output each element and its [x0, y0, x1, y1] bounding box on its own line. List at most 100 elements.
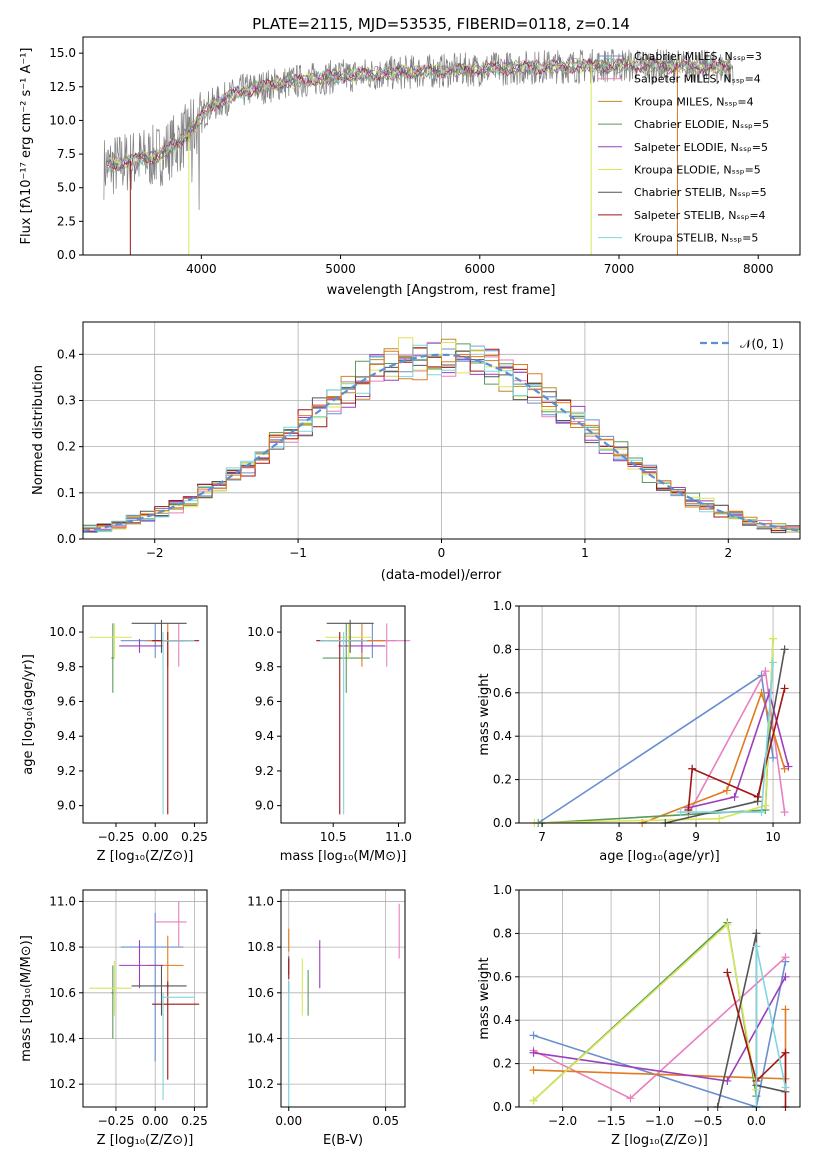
spectrum-ticks: 4000 5000 6000 7000 8000 0.0 2.5 5.0 7.5 10.0 12.5… [49, 46, 773, 276]
age-vs-mass-panel: 10.5 11.0 9.0 9.2 9.4 9.6 9.8 10.0 mass [log₁₀(M… [247, 605, 412, 864]
mass-weight-point [780, 808, 789, 817]
residuals-xlabel: (data-model)/error [381, 568, 502, 583]
massweight-vs-Z-ytick-label: 0.6 [493, 970, 512, 984]
spectrum-xtick-label: 8000 [743, 262, 774, 276]
mass-weight-point [722, 786, 731, 795]
residuals-ylabel: Normed distribution [31, 365, 46, 495]
age-vs-Z-ytick-label: 9.2 [57, 764, 76, 778]
mass-weight-point [753, 792, 762, 801]
massweight-vs-Z-xlabel: Z [log₁₀(Z/Z⊙)] [611, 1133, 708, 1148]
model-spectrum-line [106, 57, 731, 170]
mass-vs-Z-ytick-label: 10.2 [49, 1077, 76, 1091]
spectrum-ytick-label: 0.0 [57, 248, 76, 262]
mass-weight-line [534, 638, 774, 824]
spectrum-ytick-label: 7.5 [57, 147, 76, 161]
massweight-vs-age-panel: 7 8 9 10 0.0 0.2 0.4 0.6 0.8 1.0 age [log₁₀(age/yr… [477, 599, 801, 864]
residuals-legend: 𝒩(0, 1) [700, 337, 784, 351]
mass-weight-point [715, 814, 724, 823]
model-spectrum-line [106, 57, 731, 170]
spectrum-xtick-label: 6000 [465, 262, 496, 276]
massweight-vs-age-xtick-label: 10 [765, 830, 780, 844]
spectrum-ytick-label: 10.0 [49, 113, 76, 127]
age-vs-Z-ytick-label: 9.4 [57, 729, 76, 743]
massweight-vs-age-xlabel: age [log₁₀(age/yr)] [599, 849, 720, 864]
legend-label: Chabrier MILES, Nₛₛₚ=3 [634, 50, 762, 63]
age-vs-Z-xtick-label: 0.25 [181, 830, 208, 844]
spectrum-xtick-label: 7000 [604, 262, 635, 276]
mass-weight-point [529, 1031, 538, 1040]
residuals-ytick-label: 0.1 [57, 486, 76, 500]
age-vs-Z-xtick-label: 0.00 [142, 830, 169, 844]
residuals-xtick-label: −2 [146, 546, 164, 560]
massweight-vs-Z-xtick-label: −0.5 [693, 1114, 722, 1128]
massweight-vs-Z-ytick-label: 0.2 [493, 1057, 512, 1071]
mass-vs-EBV-ytick-label: 10.8 [247, 940, 274, 954]
residual-histogram-step [83, 344, 800, 533]
massweight-vs-age-ytick-label: 0.8 [493, 642, 512, 656]
massweight-vs-Z-panel: −2.0 −1.5 −1.0 −0.5 0.0 0.0 0.2 0.4 0.6 0.8 1.0 Z [… [477, 883, 801, 1148]
mass-weight-point [780, 764, 789, 773]
age-vs-Z-ytick-label: 9.6 [57, 694, 76, 708]
mass-weight-point [784, 762, 793, 771]
observed-spectrum-line [103, 48, 734, 210]
legend-label: Salpeter ELODIE, Nₛₛₚ=5 [634, 141, 768, 154]
spectrum-axes-frame [82, 36, 801, 256]
mass-vs-EBV-ytick-label: 11.0 [247, 894, 274, 908]
mass-vs-Z-ytick-label: 10.8 [49, 940, 76, 954]
mass-weight-point [781, 1048, 790, 1057]
mass-weight-line [537, 674, 774, 824]
massweight-vs-age-xtick-label: 9 [692, 830, 700, 844]
mass-weight-point [761, 667, 770, 676]
mass-vs-EBV-xtick-label: 0.05 [372, 1114, 399, 1128]
residuals-xtick-label: 0 [438, 546, 446, 560]
mass-vs-EBV-xlabel: E(B-V) [323, 1133, 363, 1148]
massweight-vs-Z-ytick-label: 0.4 [493, 1013, 512, 1027]
mass-vs-EBV-ytick-label: 10.2 [247, 1077, 274, 1091]
massweight-vs-age-ytick-label: 0.6 [493, 686, 512, 700]
mass-weight-point [529, 1066, 538, 1075]
legend-label: Kroupa STELIB, Nₛₛₚ=5 [634, 232, 758, 245]
age-vs-Z-ytick-label: 10.0 [49, 625, 76, 639]
mass-vs-Z-ytick-label: 11.0 [49, 894, 76, 908]
mass-vs-Z-panel: −0.25 0.00 0.25 10.2 10.4 10.6 10.8 11.0 Z [log₁… [19, 889, 208, 1148]
massweight-vs-age-ylabel: mass weight [477, 673, 492, 755]
mass-weight-point [781, 1005, 790, 1014]
mass-weight-line [641, 690, 786, 824]
spectrum-panel: PLATE=2115, MJD=53535, FIBERID=0118, z=0… [19, 15, 801, 298]
massweight-vs-Z-ytick-label: 0.0 [493, 1100, 512, 1114]
mass-vs-Z-axes-frame [82, 889, 208, 1108]
age-vs-Z-panel: −0.25 0.00 0.25 9.0 9.2 9.4 9.6 9.8 10.0 Z [log₁₀… [21, 605, 208, 864]
massweight-vs-age-ytick-label: 1.0 [493, 599, 512, 613]
massweight-vs-Z-xtick-label: −1.5 [596, 1114, 625, 1128]
residual-histogram-step [83, 337, 800, 533]
mass-weight-point [781, 1083, 790, 1092]
spectrum-xtick-label: 4000 [186, 262, 217, 276]
massweight-vs-age-xtick-label: 8 [615, 830, 623, 844]
residuals-ytick-label: 0.3 [57, 393, 76, 407]
mass-weight-point [765, 688, 774, 697]
mass-weight-point [529, 1096, 538, 1105]
residuals-xtick-label: 1 [581, 546, 589, 560]
massweight-vs-Z-ylabel: mass weight [477, 957, 492, 1039]
mass-vs-Z-xtick-label: −0.25 [98, 1114, 135, 1128]
mass-weight-point [752, 929, 761, 938]
age-vs-mass-xtick-label: 11.0 [385, 830, 412, 844]
legend-label: Kroupa ELODIE, Nₛₛₚ=5 [634, 164, 761, 177]
massweight-vs-age-ytick-label: 0.4 [493, 729, 512, 743]
spectrum-ytick-label: 15.0 [49, 46, 76, 60]
massweight-vs-Z-xtick-label: −2.0 [548, 1114, 577, 1128]
mass-vs-Z-xtick-label: 0.00 [142, 1114, 169, 1128]
mass-weight-point [688, 764, 697, 773]
massweight-vs-age-ytick-label: 0.0 [493, 816, 512, 830]
age-vs-Z-xtick-label: −0.25 [98, 830, 135, 844]
legend-label: Chabrier ELODIE, Nₛₛₚ=5 [634, 118, 769, 131]
age-vs-mass-axes-frame [280, 605, 406, 824]
mass-vs-Z-ylabel: mass [log₁₀(M/M⊙)] [19, 935, 34, 1062]
mass-vs-EBV-panel: 0.00 0.05 10.2 10.4 10.6 10.8 11.0 E(B-V) [247, 889, 406, 1148]
mass-weight-point [769, 634, 778, 643]
mass-vs-EBV-ytick-label: 10.4 [247, 1031, 274, 1045]
spectrum-legend: Chabrier MILES, Nₛₛₚ=3 Salpeter MILES, Nₛ… [598, 50, 769, 245]
spectrum-ytick-label: 5.0 [57, 181, 76, 195]
massweight-vs-age-xtick-label: 7 [538, 830, 546, 844]
